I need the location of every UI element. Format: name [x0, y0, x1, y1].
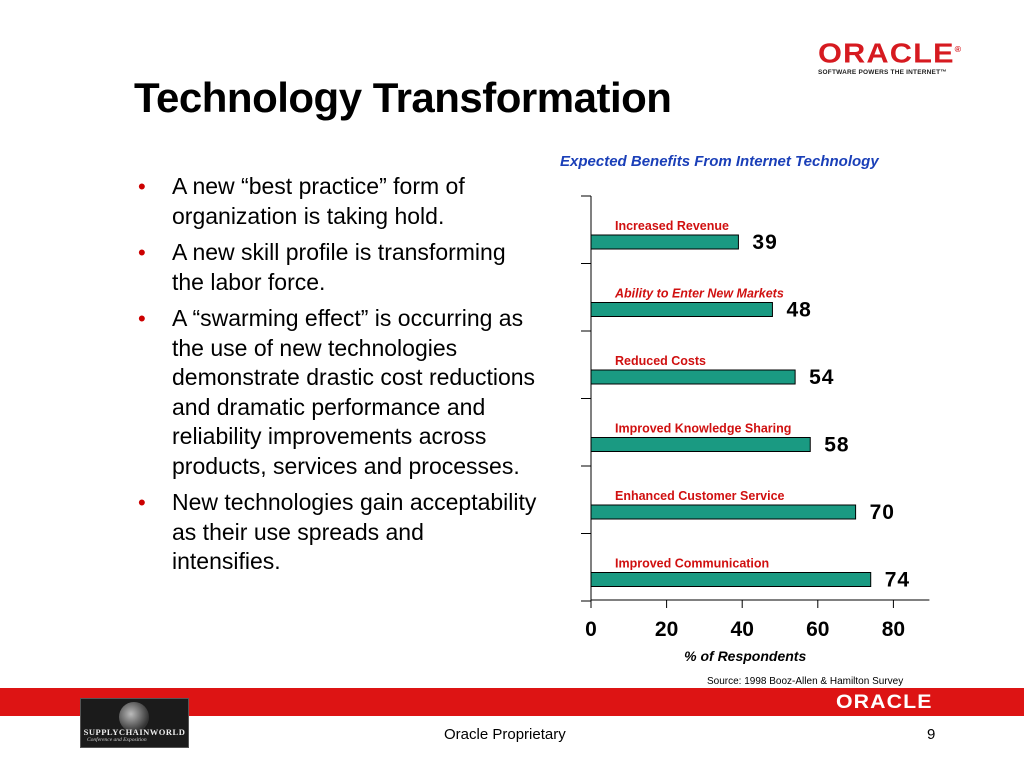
oracle-logo: ORACLE® SOFTWARE POWERS THE INTERNET™ [818, 36, 978, 77]
slide-title: Technology Transformation [134, 74, 672, 121]
category-label: Reduced Costs [615, 354, 706, 368]
bar [590, 302, 773, 317]
bullet-marker: • [138, 490, 146, 515]
category-label: Improved Communication [615, 557, 769, 571]
bullet-marker: • [138, 240, 146, 265]
bar [590, 504, 857, 520]
x-tick-label: 0 [585, 618, 597, 641]
supply-chain-world-title: SUPPLYCHAINWORLD [83, 727, 186, 737]
value-label: 74 [885, 569, 910, 592]
value-label: 48 [786, 299, 811, 322]
x-tick-label: 40 [731, 618, 754, 641]
bullet-list: • A new “best practice” form of organizat… [138, 172, 538, 584]
bullet-text: A “swarming effect” is occurring as the … [172, 305, 536, 479]
value-label: 70 [870, 501, 895, 524]
oracle-logo-tagline: SOFTWARE POWERS THE INTERNET™ [818, 69, 947, 77]
x-tick-label: 20 [655, 618, 678, 641]
bullet-item: • New technologies gain acceptability as … [138, 488, 538, 577]
bar [590, 234, 739, 250]
x-tick-label: 60 [806, 618, 829, 641]
bullet-text: New technologies gain acceptability as t… [172, 489, 537, 574]
value-label: 54 [809, 366, 834, 389]
globe-icon [119, 702, 149, 732]
category-label: Improved Knowledge Sharing [615, 422, 791, 436]
value-label: 39 [752, 231, 777, 254]
oracle-logo-wordmark: ORACLE® [818, 37, 963, 69]
category-label: Increased Revenue [615, 219, 729, 233]
page-number: 9 [927, 726, 936, 743]
category-label: Enhanced Customer Service [615, 489, 785, 503]
supply-chain-world-subtitle: Conference and Exposition [87, 737, 147, 743]
x-axis-label: % of Respondents [684, 648, 806, 664]
bullet-text: A new “best practice” form of organizati… [172, 173, 465, 229]
benefits-bar-chart: 0 20 40 60 80 % of Respondents Increased Reven… [581, 195, 930, 664]
bullet-text: A new skill profile is transforming the … [172, 239, 506, 295]
footer-proprietary: Oracle Proprietary [444, 726, 566, 743]
category-label: Ability to Enter New Markets [614, 287, 784, 301]
bar [590, 572, 872, 587]
bullet-item: • A new skill profile is transforming the… [138, 238, 538, 297]
supply-chain-world-logo: SUPPLYCHAINWORLD Conference and Expositi… [80, 698, 189, 748]
chart-title: Expected Benefits From Internet Technolo… [560, 153, 879, 170]
value-label: 58 [824, 434, 849, 457]
source-note: Source: 1998 Booz-Allen & Hamilton Surve… [707, 676, 904, 687]
bar [590, 369, 796, 385]
footer-oracle-logo: ORACLE [836, 692, 933, 713]
bullet-marker: • [138, 174, 146, 199]
bullet-item: • A “swarming effect” is occurring as the… [138, 304, 538, 481]
bullet-item: • A new “best practice” form of organizat… [138, 172, 538, 231]
x-tick-label: 80 [882, 618, 905, 641]
bullet-marker: • [138, 306, 146, 331]
bar [590, 437, 811, 452]
